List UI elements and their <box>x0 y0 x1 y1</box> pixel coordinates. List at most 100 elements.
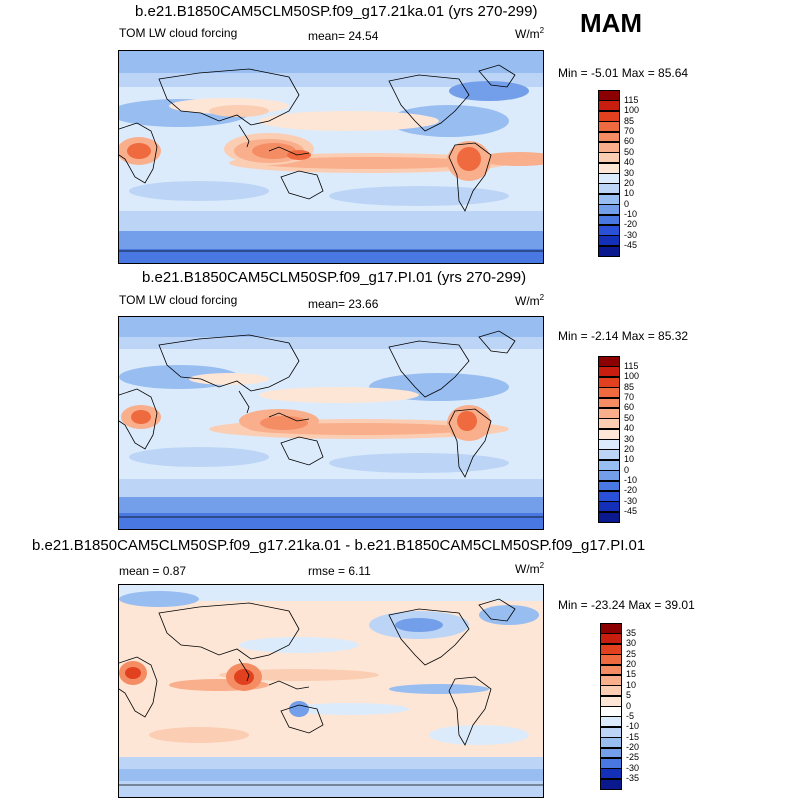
colorbar-label: 60 <box>624 136 635 147</box>
colorbar-label: 100 <box>624 371 640 382</box>
panel-3-minmax: Min = -23.24 Max = 39.01 <box>558 598 695 612</box>
colorbar-box <box>598 439 620 450</box>
panel-1-mean: mean= 24.54 <box>308 29 379 43</box>
colorbar-box <box>598 183 620 195</box>
panel-2-minmax: Min = -2.14 Max = 85.32 <box>558 329 689 343</box>
colorbar-box <box>600 664 622 676</box>
colorbar-label: -15 <box>626 731 640 742</box>
colorbar-label: -20 <box>624 219 638 230</box>
colorbar-label: -10 <box>624 475 638 485</box>
panel-3-colorbar: 35 30 25 20 15 10 5 0 -5 -10 -15 -20 -25 -30 -35 <box>600 623 639 790</box>
panel-3-mean: mean = 0.87 <box>119 564 187 578</box>
colorbar-box <box>598 110 620 122</box>
colorbar-box <box>598 387 620 399</box>
colorbar-label: 20 <box>624 443 635 454</box>
colorbar-box <box>598 511 620 523</box>
panel-2-mean: mean= 23.66 <box>308 297 379 311</box>
colorbar-box <box>600 757 622 769</box>
colorbar-box <box>598 428 620 440</box>
colorbar-box <box>598 235 620 247</box>
panel-2-colorbar: 115 100 85 70 60 50 40 30 20 10 0 -10 -20 -30 -45 <box>598 356 639 523</box>
colorbar-box <box>600 695 622 707</box>
colorbar-box <box>598 470 620 482</box>
colorbar-box <box>600 654 622 666</box>
colorbar-label: 15 <box>626 669 637 680</box>
colorbar-box <box>598 141 620 153</box>
colorbar-box <box>598 121 620 133</box>
colorbar-label: -20 <box>624 485 638 496</box>
colorbar-label: 70 <box>624 392 635 402</box>
colorbar-box <box>598 366 620 378</box>
colorbar-box <box>600 716 622 728</box>
panel-3-title: b.e21.B1850CAM5CLM50SP.f09_g17.21ka.01 -… <box>32 537 646 554</box>
colorbar-box <box>598 204 620 216</box>
colorbar-box <box>598 480 620 492</box>
colorbar-box <box>598 376 620 388</box>
colorbar-box <box>600 623 622 634</box>
colorbar-label: -35 <box>626 773 640 784</box>
panel-1-map <box>118 50 544 264</box>
panel-2-map <box>118 316 544 530</box>
colorbar-box <box>598 501 620 513</box>
colorbar-box <box>600 778 622 790</box>
colorbar-label: 10 <box>624 454 635 465</box>
colorbar-box <box>598 245 620 257</box>
colorbar-box <box>600 674 622 686</box>
colorbar-label: 115 <box>624 360 639 371</box>
colorbar-box <box>598 449 620 461</box>
panel-1-title: b.e21.B1850CAM5CLM50SP.f09_g17.21ka.01 (… <box>135 3 538 20</box>
colorbar-label: 60 <box>624 402 635 413</box>
colorbar-label: 20 <box>626 659 637 669</box>
colorbar-box <box>600 685 622 697</box>
colorbar-label: -30 <box>624 495 638 506</box>
colorbar-label: 0 <box>624 464 630 475</box>
colorbar-label: 30 <box>624 167 635 178</box>
colorbar-label: 0 <box>624 198 630 209</box>
colorbar-label: -25 <box>626 752 640 763</box>
colorbar-label: 5 <box>626 690 632 701</box>
colorbar-box <box>600 633 622 645</box>
colorbar-label: -30 <box>624 229 638 240</box>
panel-3-unit: W/m2 <box>515 561 545 576</box>
colorbar-label: 10 <box>626 679 637 690</box>
panel-3-rmse: rmse = 6.11 <box>308 564 371 578</box>
colorbar-box <box>598 100 620 112</box>
panel-1-variable-label: TOM LW cloud forcing <box>119 26 238 40</box>
colorbar-box <box>598 90 620 101</box>
colorbar-label: 70 <box>624 126 635 136</box>
panel-3-map <box>118 584 544 798</box>
colorbar-label: -10 <box>626 721 640 732</box>
colorbar-box <box>598 490 620 502</box>
colorbar-box <box>600 747 622 759</box>
colorbar-label: 30 <box>626 638 637 649</box>
colorbar-box <box>598 193 620 205</box>
panel-1-minmax: Min = -5.01 Max = 85.64 <box>558 66 689 80</box>
colorbar-box <box>598 173 620 184</box>
colorbar-label: -45 <box>624 240 638 251</box>
colorbar-label: 50 <box>624 146 635 157</box>
colorbar-label: 40 <box>624 423 635 434</box>
colorbar-box <box>598 418 620 430</box>
colorbar-label: -20 <box>626 742 640 752</box>
colorbar-label: 100 <box>624 105 640 116</box>
colorbar-box <box>598 214 620 226</box>
colorbar-label: 30 <box>624 433 635 444</box>
colorbar-label: 85 <box>624 381 635 392</box>
colorbar-box <box>600 768 622 780</box>
colorbar-label: -45 <box>624 506 638 517</box>
colorbar-box <box>598 397 620 409</box>
colorbar-box <box>598 459 620 471</box>
panel-2-title: b.e21.B1850CAM5CLM50SP.f09_g17.PI.01 (yr… <box>142 269 527 286</box>
colorbar-box <box>600 737 622 749</box>
colorbar-box <box>598 224 620 236</box>
colorbar-label: -30 <box>626 762 640 773</box>
panel-2-variable-label: TOM LW cloud forcing <box>119 293 238 307</box>
panel-1-colorbar: 115 100 85 70 60 50 40 30 20 10 0 -10 -20 -30 -45 <box>598 90 639 257</box>
colorbar-box <box>600 726 622 738</box>
colorbar-label: 20 <box>624 177 635 188</box>
colorbar-label: 50 <box>624 412 635 423</box>
colorbar-label: 10 <box>624 188 635 199</box>
panel-1-unit: W/m2 <box>515 26 545 41</box>
season-label: MAM <box>580 8 643 38</box>
colorbar-box <box>600 706 622 717</box>
